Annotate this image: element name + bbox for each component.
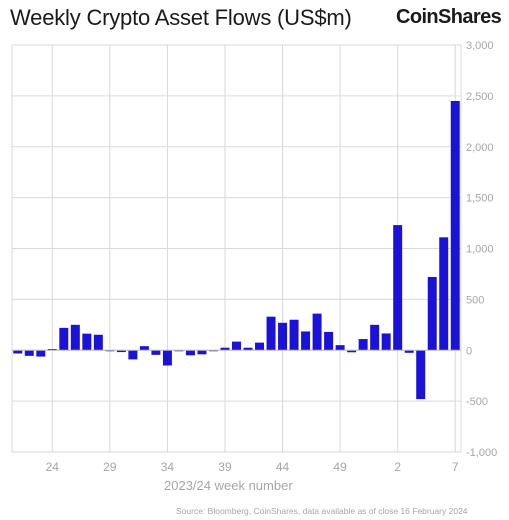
- bar-week-24: [47, 349, 57, 351]
- bar-week-3: [404, 350, 414, 353]
- y-tick-label: -1,000: [466, 447, 497, 459]
- bar-week-25: [59, 327, 69, 351]
- bar-week-35: [174, 350, 184, 352]
- x-tick-label: 34: [161, 460, 175, 474]
- x-tick-label: 2: [394, 460, 401, 474]
- bar-week-45: [289, 319, 299, 351]
- bar-week-2: [393, 225, 403, 351]
- source-note: Source: Bloomberg, CoinShares, data avai…: [176, 506, 468, 516]
- bar-week-41: [243, 347, 253, 351]
- x-tick-label: 29: [103, 460, 117, 474]
- y-tick-label: 3,000: [466, 40, 494, 52]
- x-axis-label: 2023/24 week number: [164, 478, 293, 493]
- bar-week-44: [278, 322, 288, 351]
- bar-week-47: [312, 313, 322, 351]
- bar-week-32: [139, 346, 149, 351]
- y-tick-label: 0: [466, 345, 472, 357]
- bar-week-46: [301, 331, 311, 351]
- y-tick-label: 2,500: [466, 91, 494, 103]
- bar-week-40: [232, 341, 241, 351]
- bar-week-28: [93, 334, 103, 351]
- bar-week-6: [439, 237, 449, 351]
- bar-week-37: [197, 350, 207, 355]
- bar-week-51: [358, 339, 368, 351]
- bar-week-30: [116, 350, 126, 353]
- bar-week-31: [128, 350, 138, 360]
- bar-week-7: [450, 100, 460, 351]
- bar-week-52: [370, 324, 380, 351]
- bar-week-1: [381, 333, 391, 351]
- x-tick-label: 49: [333, 460, 347, 474]
- bar-week-43: [266, 316, 276, 351]
- y-tick-label: 1,000: [466, 244, 494, 256]
- bar-week-39: [220, 347, 230, 351]
- coinshares-logo: CoinShares: [396, 6, 502, 28]
- bar-week-49: [335, 345, 345, 351]
- bar-week-21: [13, 350, 23, 354]
- x-tick-label: 24: [46, 460, 60, 474]
- bar-week-27: [82, 333, 92, 351]
- x-tick-label: 7: [452, 460, 459, 474]
- bar-week-4: [416, 350, 426, 400]
- plot-frame: [11, 44, 462, 453]
- bar-week-36: [185, 350, 195, 356]
- chart-title: Weekly Crypto Asset Flows (US$m): [10, 5, 352, 30]
- bar-week-5: [427, 276, 437, 351]
- bar-week-23: [36, 350, 46, 357]
- bar-week-42: [255, 342, 265, 351]
- y-tick-label: 1,500: [466, 193, 494, 205]
- bar-week-50: [347, 350, 357, 353]
- bar-week-34: [162, 350, 172, 366]
- y-tick-label: -500: [466, 396, 488, 408]
- bar-week-22: [24, 350, 34, 356]
- bar-week-33: [151, 350, 161, 355]
- x-tick-label: 39: [218, 460, 232, 474]
- bar-week-26: [70, 324, 80, 351]
- x-tick-label: 44: [276, 460, 290, 474]
- y-tick-label: 2,000: [466, 142, 494, 154]
- y-tick-label: 500: [466, 294, 484, 306]
- bar-week-48: [324, 331, 334, 351]
